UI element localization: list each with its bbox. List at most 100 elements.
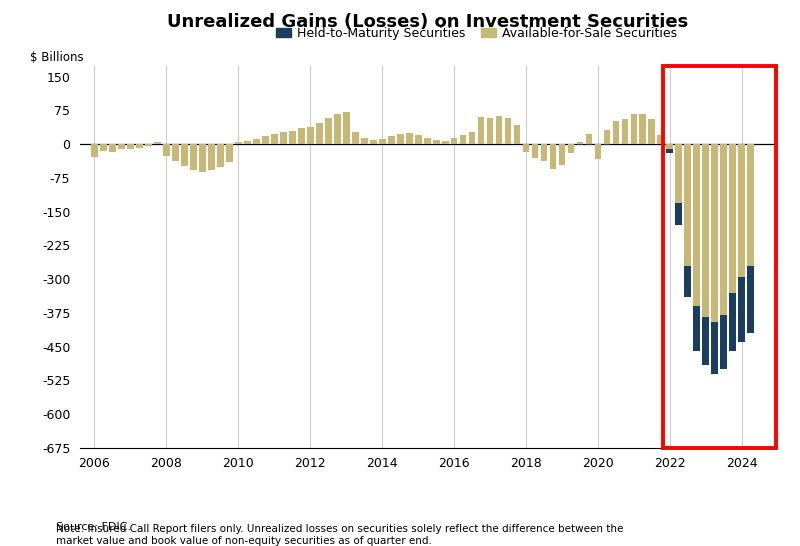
Bar bbox=[567, 144, 574, 153]
Bar bbox=[280, 132, 286, 144]
Bar bbox=[613, 121, 619, 144]
Bar bbox=[361, 138, 367, 144]
Bar bbox=[460, 143, 466, 144]
Bar bbox=[738, 144, 746, 277]
Bar bbox=[622, 142, 628, 144]
Bar bbox=[594, 144, 602, 158]
Bar bbox=[630, 114, 638, 144]
Bar bbox=[217, 144, 224, 146]
Bar bbox=[397, 143, 403, 144]
Bar bbox=[316, 138, 322, 144]
Bar bbox=[747, 144, 754, 333]
Bar bbox=[172, 144, 178, 161]
Bar bbox=[208, 144, 214, 170]
Bar bbox=[721, 144, 727, 315]
Bar bbox=[558, 144, 566, 148]
Bar bbox=[702, 144, 710, 365]
Bar bbox=[622, 120, 628, 144]
Bar bbox=[280, 141, 286, 144]
Bar bbox=[649, 120, 655, 144]
Bar bbox=[649, 134, 655, 144]
Bar bbox=[675, 144, 682, 203]
Bar bbox=[118, 144, 125, 149]
Bar bbox=[505, 118, 511, 144]
Bar bbox=[163, 144, 170, 156]
Bar bbox=[388, 143, 394, 144]
Bar bbox=[424, 138, 430, 144]
Bar bbox=[450, 138, 458, 144]
Bar bbox=[316, 123, 322, 144]
Text: Source: FDIC.: Source: FDIC. bbox=[56, 523, 131, 532]
Bar bbox=[378, 143, 386, 144]
Text: $ Billions: $ Billions bbox=[30, 51, 83, 64]
Bar bbox=[496, 116, 502, 144]
Bar bbox=[550, 144, 557, 169]
Bar bbox=[594, 144, 602, 146]
Bar bbox=[262, 136, 269, 144]
Bar bbox=[414, 135, 422, 144]
Text: Note: Insured Call Report filers only. Unrealized losses on securities solely re: Note: Insured Call Report filers only. U… bbox=[56, 524, 623, 546]
Bar bbox=[414, 143, 422, 144]
Bar bbox=[469, 132, 475, 144]
Bar bbox=[658, 135, 664, 144]
Bar bbox=[567, 144, 574, 146]
Bar bbox=[531, 144, 538, 146]
Bar bbox=[694, 144, 700, 306]
Bar bbox=[478, 117, 485, 144]
Title: Unrealized Gains (Losses) on Investment Securities: Unrealized Gains (Losses) on Investment … bbox=[167, 13, 689, 31]
Bar bbox=[298, 128, 305, 144]
Bar bbox=[658, 139, 664, 144]
Bar bbox=[721, 144, 727, 369]
Bar bbox=[730, 144, 736, 293]
Bar bbox=[306, 139, 314, 144]
Bar bbox=[433, 140, 439, 144]
Bar bbox=[469, 141, 475, 144]
Bar bbox=[550, 144, 557, 149]
Bar bbox=[694, 144, 700, 351]
Bar bbox=[505, 142, 511, 144]
Bar bbox=[577, 144, 583, 145]
Bar bbox=[190, 144, 197, 145]
Bar bbox=[603, 130, 610, 144]
Bar bbox=[378, 139, 386, 144]
Bar bbox=[586, 134, 592, 144]
Bar bbox=[603, 144, 610, 145]
Bar bbox=[271, 143, 278, 144]
Bar bbox=[433, 143, 439, 144]
Bar bbox=[226, 144, 233, 146]
Bar bbox=[208, 144, 214, 146]
Bar bbox=[199, 144, 206, 172]
Bar bbox=[352, 143, 358, 144]
Bar bbox=[639, 114, 646, 144]
Bar bbox=[352, 132, 358, 144]
Bar bbox=[244, 141, 250, 144]
Bar bbox=[531, 144, 538, 158]
Bar bbox=[541, 144, 547, 147]
Bar bbox=[199, 144, 206, 146]
Bar bbox=[486, 118, 494, 144]
Bar bbox=[306, 127, 314, 144]
Bar bbox=[325, 138, 332, 144]
Legend: Held-to-Maturity Securities, Available-for-Sale Securities: Held-to-Maturity Securities, Available-f… bbox=[271, 22, 682, 45]
Bar bbox=[558, 144, 566, 165]
Bar bbox=[424, 143, 430, 144]
Bar bbox=[181, 144, 188, 166]
Bar bbox=[91, 144, 98, 157]
Bar bbox=[298, 140, 305, 144]
Bar bbox=[685, 144, 691, 265]
Bar bbox=[577, 142, 583, 144]
Bar bbox=[442, 143, 449, 144]
Bar bbox=[460, 135, 466, 144]
Bar bbox=[442, 141, 449, 144]
Bar bbox=[154, 142, 161, 144]
Bar bbox=[253, 143, 260, 144]
Bar bbox=[666, 144, 674, 149]
Bar bbox=[235, 142, 242, 144]
Bar bbox=[639, 138, 646, 144]
Bar bbox=[136, 144, 142, 148]
Bar bbox=[685, 144, 691, 297]
Bar bbox=[522, 144, 530, 152]
Bar bbox=[711, 144, 718, 322]
Bar bbox=[253, 139, 260, 144]
Bar bbox=[342, 112, 350, 144]
